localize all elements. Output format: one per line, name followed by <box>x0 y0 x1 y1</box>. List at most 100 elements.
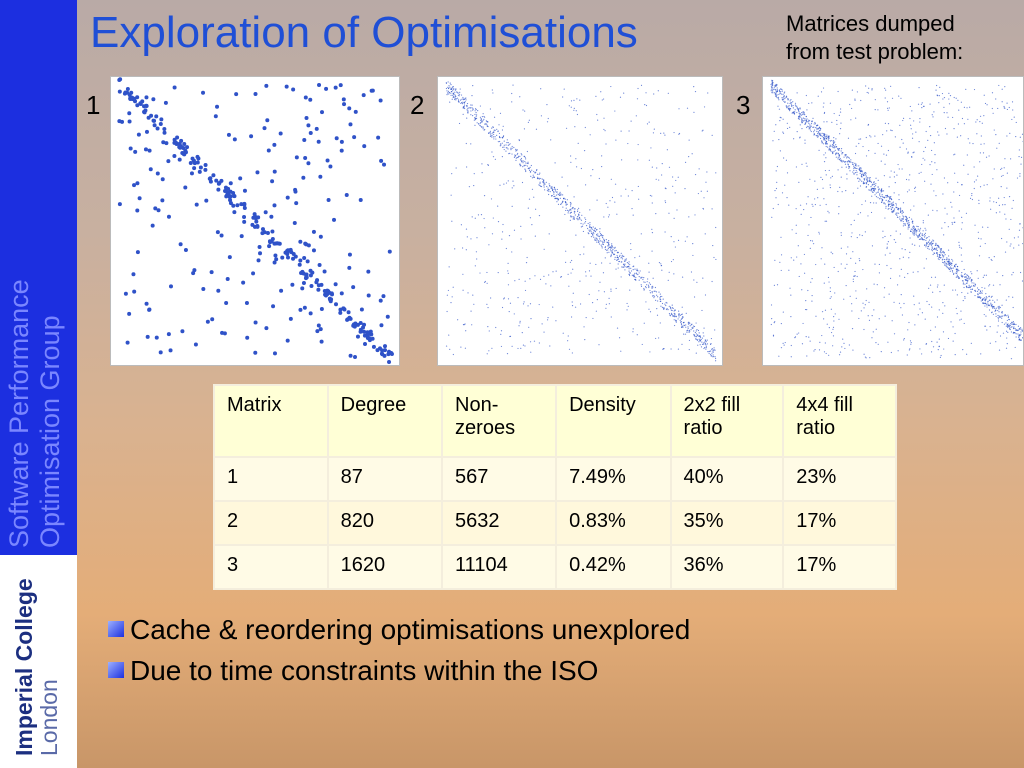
nonzero-dot <box>692 254 694 257</box>
nonzero-dot <box>783 92 785 94</box>
nonzero-dot <box>941 92 944 95</box>
nonzero-dot <box>840 159 842 161</box>
nonzero-dot <box>712 349 714 351</box>
nonzero-dot <box>670 236 672 238</box>
nonzero-dot <box>938 102 940 104</box>
nonzero-dot <box>660 132 662 134</box>
nonzero-dot <box>529 341 532 343</box>
nonzero-dot <box>962 282 965 284</box>
nonzero-dot <box>519 322 521 324</box>
nonzero-dot <box>301 281 306 286</box>
nonzero-dot <box>825 143 827 145</box>
nonzero-dot <box>928 244 930 246</box>
nonzero-dot <box>993 255 995 258</box>
nonzero-dot <box>525 164 527 167</box>
nonzero-dot <box>502 135 505 137</box>
nonzero-dot <box>607 244 610 246</box>
nonzero-dot <box>837 147 839 150</box>
nonzero-dot <box>937 258 939 260</box>
nonzero-dot <box>697 192 699 195</box>
nonzero-dot <box>479 116 482 118</box>
nonzero-dot <box>891 210 893 212</box>
nonzero-dot <box>861 173 863 176</box>
nonzero-dot <box>890 267 892 270</box>
nonzero-dot <box>822 87 825 89</box>
nonzero-dot <box>556 197 558 199</box>
nonzero-dot <box>550 139 552 141</box>
nonzero-dot <box>830 331 833 334</box>
nonzero-dot <box>519 159 522 161</box>
nonzero-dot <box>1001 311 1003 313</box>
nonzero-dot <box>929 134 932 137</box>
nonzero-dot <box>913 225 915 228</box>
nonzero-dot <box>813 126 815 128</box>
nonzero-dot <box>932 248 934 250</box>
nonzero-dot <box>838 156 840 158</box>
nonzero-dot <box>588 293 590 296</box>
nonzero-dot <box>855 169 857 172</box>
nonzero-dot <box>575 158 577 160</box>
nonzero-dot <box>886 194 889 197</box>
nonzero-dot <box>303 155 308 160</box>
nonzero-dot <box>670 260 673 263</box>
nonzero-dot <box>510 149 512 151</box>
nonzero-dot <box>961 276 963 278</box>
nonzero-dot <box>508 153 510 155</box>
nonzero-dot <box>985 298 987 300</box>
nonzero-dot <box>970 291 972 293</box>
nonzero-dot <box>161 140 166 145</box>
nonzero-dot <box>672 259 674 261</box>
nonzero-dot <box>226 192 231 197</box>
nonzero-dot <box>998 204 1000 207</box>
nonzero-dot <box>628 273 630 275</box>
nonzero-dot <box>523 128 526 130</box>
nonzero-dot <box>147 148 152 153</box>
nonzero-dot <box>793 138 795 140</box>
nonzero-dot <box>811 300 813 302</box>
nonzero-dot <box>995 212 997 214</box>
nonzero-dot <box>366 293 371 298</box>
nonzero-dot <box>958 210 960 212</box>
nonzero-dot <box>262 126 267 131</box>
nonzero-dot <box>910 343 912 345</box>
nonzero-dot <box>514 280 516 282</box>
nonzero-dot <box>869 357 871 359</box>
nonzero-dot <box>606 252 608 254</box>
nonzero-dot <box>969 142 971 144</box>
nonzero-dot <box>988 309 991 311</box>
nonzero-dot <box>818 233 820 235</box>
nonzero-dot <box>992 284 995 286</box>
nonzero-dot <box>644 104 646 106</box>
nonzero-dot <box>984 297 986 299</box>
nonzero-dot <box>1006 102 1008 104</box>
nonzero-dot <box>885 194 887 197</box>
nonzero-dot <box>306 243 311 248</box>
nonzero-dot <box>600 240 602 242</box>
nonzero-dot <box>821 247 823 249</box>
nonzero-dot <box>901 248 903 250</box>
nonzero-dot <box>1021 329 1023 332</box>
nonzero-dot <box>801 120 803 122</box>
nonzero-dot <box>647 284 650 286</box>
nonzero-dot <box>652 277 654 279</box>
nonzero-dot <box>658 291 660 293</box>
nonzero-dot <box>846 263 848 265</box>
nonzero-dot <box>913 295 915 297</box>
nonzero-dot <box>1012 296 1014 298</box>
nonzero-dot <box>788 109 790 111</box>
nonzero-dot <box>888 203 890 205</box>
nonzero-dot <box>453 93 455 96</box>
nonzero-dot <box>694 331 696 334</box>
nonzero-dot <box>543 275 545 278</box>
row: 1 87 567 7.49% 40% 23% <box>213 456 897 502</box>
nonzero-dot <box>668 313 671 315</box>
nonzero-dot <box>1013 326 1015 328</box>
nonzero-dot <box>795 166 798 168</box>
nonzero-dot <box>144 129 149 134</box>
nonzero-dot <box>961 184 963 186</box>
nonzero-dot <box>471 107 474 109</box>
nonzero-dot <box>595 237 597 239</box>
nonzero-dot <box>830 177 832 179</box>
nonzero-dot <box>683 321 685 323</box>
nonzero-dot <box>953 128 955 130</box>
